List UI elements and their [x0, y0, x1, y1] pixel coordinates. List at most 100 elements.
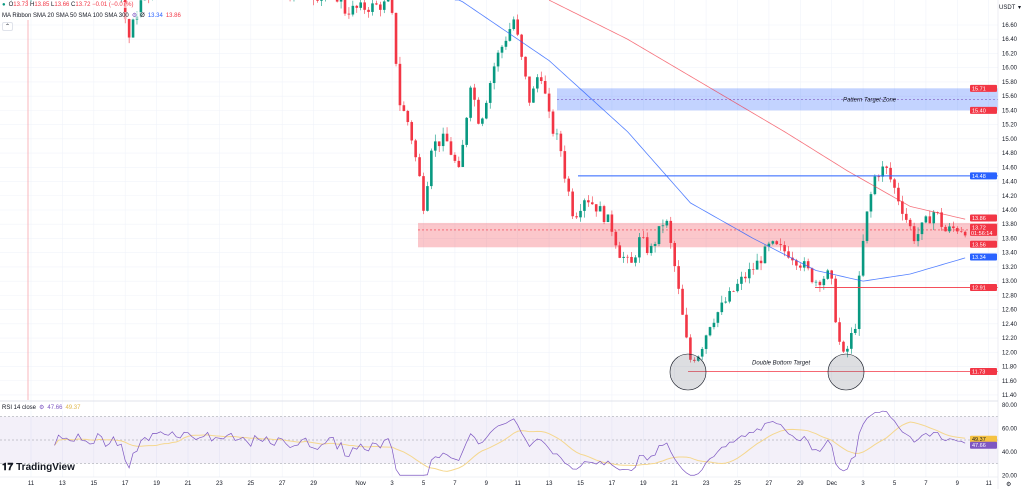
- time-tick: 23: [216, 481, 223, 487]
- candle-body: [567, 178, 571, 192]
- price-tick: 13.40: [1002, 251, 1018, 257]
- candle-body: [555, 133, 559, 135]
- price-tick: 12.60: [1002, 308, 1018, 314]
- candle-body: [390, 0, 394, 13]
- ohlc-legend: ● O13.73 H13.85 L13.66 C13.72 −0.01 (−0.…: [2, 2, 134, 8]
- sma-blue-line: [454, 0, 966, 282]
- candle-body: [563, 151, 567, 179]
- time-tick: 15: [90, 481, 97, 487]
- time-tick: 17: [122, 481, 129, 487]
- candle-body: [386, 0, 390, 2]
- candle-body: [897, 187, 900, 202]
- price-tick: 14.00: [1002, 208, 1018, 214]
- tag-rsi-ma: 49.37: [972, 437, 986, 443]
- tradingview-logo[interactable]: 𝟏𝟕 TradingView: [2, 462, 75, 473]
- tag-pattern-bottom-bg: [970, 106, 997, 114]
- candle-body: [665, 220, 669, 226]
- price-tick: 13.00: [1002, 279, 1018, 285]
- price-tick: 15.80: [1002, 80, 1018, 86]
- indicator-legend[interactable]: MA Ribbon SMA 20 SMA 50 SMA 100 SMA 300 …: [2, 12, 181, 19]
- candle-body: [775, 241, 779, 245]
- candles: [11, 0, 967, 363]
- candle-body: [123, 0, 127, 20]
- time-tick: 9: [485, 481, 489, 487]
- candle-body: [787, 251, 790, 258]
- bottom-circle-1[interactable]: [669, 353, 707, 391]
- time-tick: 5: [422, 481, 426, 487]
- tradingview-logo-icon: 𝟏𝟕: [2, 462, 14, 473]
- candle-body: [944, 226, 947, 232]
- candle-body: [335, 0, 339, 2]
- candle-body: [583, 200, 586, 211]
- time-tick: Nov: [355, 481, 366, 487]
- candle-body: [477, 99, 480, 124]
- time-tick: 13: [546, 481, 553, 487]
- levels: Double Bottom Target: [578, 175, 998, 391]
- price-tick: 12.40: [1002, 322, 1018, 328]
- time-tick: 9: [956, 481, 960, 487]
- price-axis[interactable]: [998, 0, 1024, 489]
- indicator-settings-icon[interactable]: ⚙: [131, 13, 138, 19]
- candle-body: [642, 237, 645, 238]
- candle-body: [575, 216, 578, 218]
- time-axis[interactable]: 11 13 15 17 19 21 23 25 27 29 Nov 3 5 7 9 11 13 15 17 19 21 2…: [28, 481, 993, 487]
- candle-body: [355, 5, 359, 8]
- rsi-legend[interactable]: RSI 14 close ⚙ 47.66 49.37: [2, 404, 81, 411]
- candle-body: [861, 240, 865, 276]
- grid: [0, 0, 998, 477]
- rsi-settings-icon[interactable]: ⚙: [39, 405, 45, 411]
- candle-body: [528, 76, 531, 103]
- ma-ribbon-label[interactable]: MA Ribbon SMA 20 SMA 50 SMA 100 SMA 300: [2, 12, 129, 19]
- candle-body: [740, 276, 743, 284]
- rsi-ma-value: 49.37: [65, 404, 81, 411]
- currency-label[interactable]: USDT: [999, 5, 1016, 11]
- tag-pattern-top-bg: [970, 84, 997, 92]
- candle-body: [759, 260, 763, 264]
- currency-dropdown-icon[interactable]: ▾: [1018, 5, 1021, 11]
- support-zone[interactable]: [418, 222, 998, 248]
- candle-body: [139, 0, 143, 17]
- tag-zone-top: 13.86: [972, 216, 986, 222]
- candle-body: [673, 242, 676, 267]
- candle-body: [371, 3, 374, 12]
- candle-body: [343, 0, 347, 14]
- rsi-value: 47.66: [47, 404, 63, 411]
- time-tick: 11: [986, 481, 993, 487]
- tag-resistance-bg: [970, 172, 997, 180]
- candle-body: [504, 40, 508, 47]
- collapse-legend-button[interactable]: ⌃: [2, 22, 14, 31]
- candle-body: [920, 222, 924, 235]
- indicator-visibility-icon[interactable]: Ø: [140, 12, 145, 19]
- candle-body: [551, 111, 555, 134]
- candle-body: [744, 276, 747, 279]
- candle-body: [645, 237, 649, 254]
- candle-body: [799, 265, 802, 268]
- settings-icon[interactable]: ⚙: [1006, 481, 1011, 488]
- tag-level: 12.91: [972, 286, 986, 292]
- candle-body: [948, 226, 951, 232]
- price-axis-labels: 16.60 16.40 16.20 16.00 15.80 15.60 15.40 15.20…: [1002, 23, 1018, 479]
- candle-body: [512, 19, 516, 30]
- candle-body: [901, 201, 904, 214]
- candle-body: [590, 202, 594, 205]
- candle-body: [539, 77, 543, 81]
- zones: Pattern Target Zone: [27, 20, 998, 400]
- candle-body: [347, 13, 351, 15]
- price-tick: 12.20: [1002, 336, 1018, 342]
- candle-body: [791, 257, 794, 261]
- candle-body: [469, 87, 472, 118]
- candle-body: [406, 110, 410, 123]
- bottom-circle-2[interactable]: [827, 353, 865, 391]
- time-tick: 15: [577, 481, 584, 487]
- rsi-label[interactable]: RSI 14 close: [2, 404, 37, 411]
- price-tick: 14.80: [1002, 151, 1018, 157]
- candle-body: [453, 154, 457, 161]
- candle-body: [638, 237, 641, 258]
- candle-body: [414, 140, 417, 158]
- time-tick: 27: [766, 481, 773, 487]
- candle-body: [893, 179, 896, 188]
- time-tick: 13: [59, 481, 66, 487]
- tag-rsi-bg: [970, 441, 997, 449]
- candle-body: [587, 200, 590, 203]
